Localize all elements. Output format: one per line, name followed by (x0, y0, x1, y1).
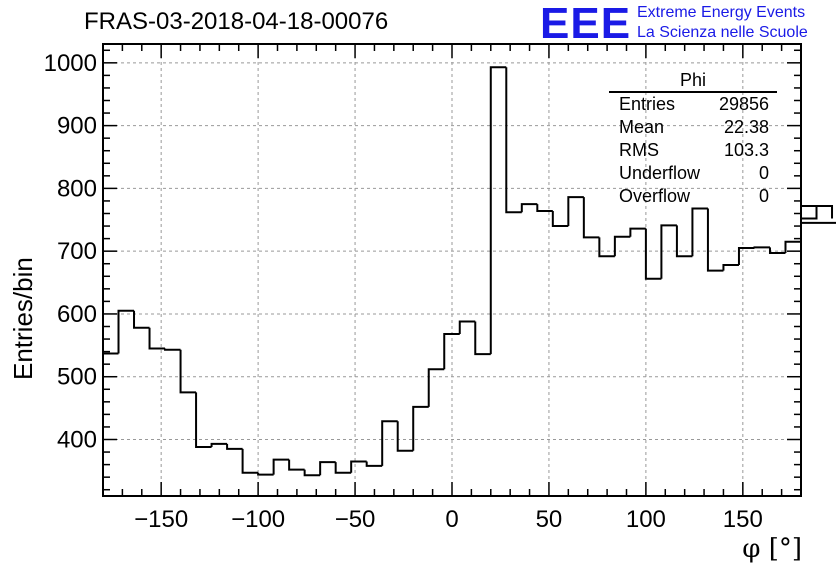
histogram-bin (427, 368, 445, 407)
histogram-bin (226, 443, 243, 450)
eee-logo: EEE (540, 0, 632, 48)
histogram-bin (489, 66, 507, 355)
histogram-bin (520, 203, 538, 213)
x-tick-label: −50 (335, 506, 376, 533)
histogram-bin (613, 235, 631, 257)
y-tick-label: 500 (57, 364, 97, 391)
histogram-bin (303, 469, 321, 477)
histogram-bin (722, 263, 739, 271)
stats-row-entries: Entries 29856 (609, 93, 777, 116)
histogram-bin (582, 197, 600, 239)
histogram-bin (784, 240, 801, 254)
stats-label: Mean (619, 117, 665, 137)
stats-value: 0 (758, 186, 769, 206)
histogram-bin (801, 205, 818, 220)
stats-label: Entries (619, 94, 676, 114)
histogram-bin (381, 420, 398, 466)
histogram-bin (598, 237, 615, 258)
x-tick-label: 100 (626, 506, 666, 533)
histogram-bin (195, 392, 212, 449)
histogram-bin (536, 204, 553, 212)
x-tick-label: 150 (723, 506, 763, 533)
histogram-bin (350, 460, 367, 473)
histogram-bin (691, 207, 708, 257)
histogram-bin (210, 442, 228, 448)
y-tick-label: 900 (57, 113, 97, 140)
histogram-bin (179, 349, 197, 394)
histogram-bin (801, 221, 836, 224)
histogram-bin (706, 208, 724, 272)
histogram-bin (753, 246, 770, 249)
stats-title: Phi (609, 70, 777, 93)
stats-value: 29856 (718, 94, 769, 114)
x-tick-label: 50 (536, 506, 563, 533)
histogram-bin (660, 224, 677, 279)
stats-box: Phi Entries 29856 Mean 22.38 RMS 103.3 U… (609, 70, 777, 208)
x-tick-label: −100 (231, 506, 285, 533)
histogram-bin (629, 227, 646, 237)
histogram-bin (768, 247, 786, 255)
stats-row-rms: RMS 103.3 (609, 139, 777, 162)
stats-row-underflow: Underflow 0 (609, 162, 777, 185)
y-tick-label: 700 (57, 238, 97, 265)
histogram-bin (241, 448, 259, 474)
histogram-bin (644, 228, 662, 280)
logo-line-1: Extreme Energy Events (637, 4, 806, 21)
histogram-bin (164, 348, 181, 351)
y-tick-label: 600 (57, 301, 97, 328)
stats-label: Underflow (619, 163, 701, 183)
histogram-bin (288, 459, 305, 471)
histogram-bin (117, 309, 135, 354)
stats-row-overflow: Overflow 0 (609, 185, 777, 208)
logo-line-2: La Scienza nelle Scuole (637, 24, 808, 41)
stats-row-mean: Mean 22.38 (609, 116, 777, 139)
stats-label: RMS (619, 140, 659, 160)
histogram-bin (396, 421, 414, 452)
histogram-bin (365, 461, 383, 467)
histogram-bin (412, 405, 429, 451)
histogram-bin (801, 204, 834, 219)
stats-label: Overflow (619, 186, 691, 206)
y-tick-label: 800 (57, 175, 97, 202)
y-tick-label: 1000 (44, 50, 97, 77)
histogram-bin (148, 327, 166, 350)
stats-value: 103.3 (723, 140, 769, 160)
histogram-bin (551, 210, 569, 228)
histogram-bin (458, 320, 476, 335)
histogram-bin (334, 462, 352, 474)
histogram-bin (737, 247, 755, 265)
chart-title: FRAS-03-2018-04-18-00076 (84, 8, 389, 35)
histogram-bin (474, 321, 491, 356)
histogram-bin (257, 472, 274, 476)
y-tick-label: 400 (57, 427, 97, 454)
histogram-bin (567, 196, 584, 227)
x-tick-label: 0 (445, 506, 458, 533)
histogram-bin (675, 225, 693, 258)
histogram-bin (505, 67, 522, 214)
histogram-bin (319, 461, 336, 476)
stats-value: 0 (758, 163, 769, 183)
histogram-bin (272, 458, 290, 475)
x-tick-label: −150 (134, 506, 188, 533)
histogram-bin (133, 310, 150, 329)
x-axis-label: φ [°] (742, 534, 802, 564)
stats-value: 22.38 (723, 117, 769, 137)
histogram-bin (443, 333, 460, 370)
